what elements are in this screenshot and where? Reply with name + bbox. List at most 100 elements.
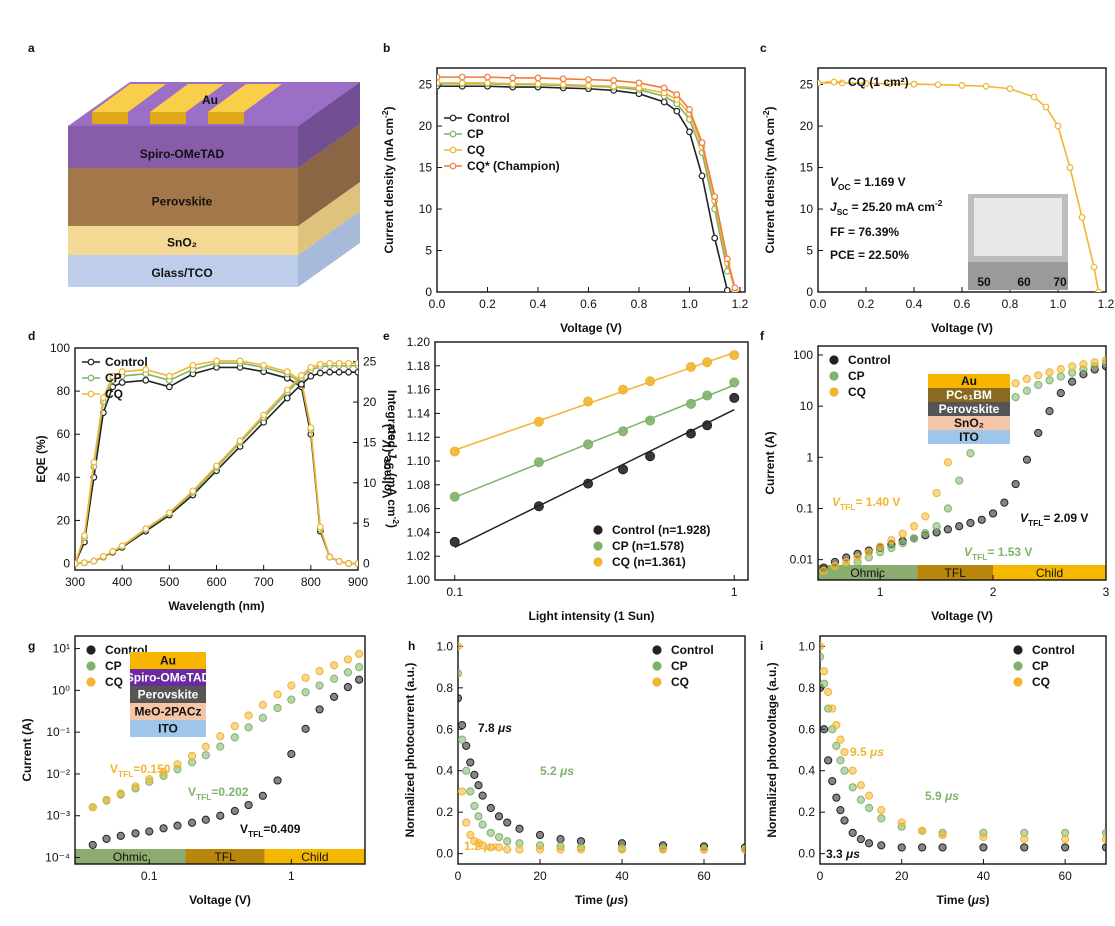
chart: 0.0 0.2 0.4 0.6 0.8 1.0 1.2 0 5 10 15 20 25 Voltage (…: [380, 67, 749, 335]
text-segment: μs: [559, 764, 574, 778]
y-tick-label: 20: [800, 119, 814, 133]
text-segment: OC: [838, 182, 851, 192]
y-tick-label: 100: [50, 341, 70, 355]
x-tick-label: 0.4: [530, 297, 547, 311]
y2-tick-label: 5: [363, 516, 370, 530]
x-tick-label: 900: [348, 575, 368, 589]
data-point: [1011, 479, 1020, 489]
x-tick-label: 500: [159, 575, 179, 589]
data-point: [1045, 407, 1054, 416]
data-point: [1066, 164, 1074, 171]
data-point: [116, 831, 125, 840]
data-point: [355, 675, 364, 684]
text-segment: =0.150: [133, 762, 170, 776]
x-axis-label: Voltage (V): [189, 893, 251, 907]
data-point: [820, 725, 829, 734]
legend-label: Control (n=1.928): [612, 523, 710, 537]
legend-label: CP: [1032, 659, 1049, 673]
legend-label: Control: [671, 643, 714, 657]
data-point: [260, 361, 268, 369]
data-point: [1054, 122, 1062, 130]
data-point: [283, 368, 291, 376]
data-point: [213, 357, 220, 365]
data-point: [943, 504, 952, 513]
data-point: [307, 424, 315, 432]
y-tick-label: 0.1: [796, 501, 813, 515]
data-point: [109, 372, 117, 380]
plot-area: [458, 642, 745, 854]
x-tick-label: 0.1: [141, 869, 158, 883]
data-point: [437, 79, 441, 87]
data-point: [230, 721, 239, 731]
y-tick-label: 0.8: [798, 681, 815, 695]
data-point: [887, 536, 896, 545]
layer-label: Glass/TCO: [151, 266, 212, 280]
data-point: [910, 80, 918, 88]
text-segment: -2: [380, 110, 390, 118]
data-point: [535, 830, 545, 840]
data-point: [145, 775, 154, 784]
data-point: [887, 543, 896, 552]
data-point: [877, 841, 886, 850]
legend-label: CP: [671, 659, 688, 673]
data-point: [326, 359, 334, 367]
legend-label: CP: [105, 659, 122, 673]
x-tick-label: 0.8: [631, 297, 648, 311]
data-point: [711, 193, 719, 200]
plot-frame: [817, 345, 1107, 581]
legend-marker: [1013, 677, 1023, 687]
layer-front: [68, 255, 298, 287]
data-point: [213, 462, 220, 470]
annotation: VTFL=0.150: [110, 762, 171, 779]
data-point: [301, 688, 310, 697]
data-point: [343, 668, 352, 677]
data-point: [354, 560, 358, 567]
data-point: [840, 816, 849, 825]
y2-tick-label: 25: [363, 355, 377, 369]
data-point: [729, 350, 740, 361]
x-tick-label: 0.6: [580, 297, 597, 311]
data-point: [877, 806, 886, 815]
data-point: [335, 368, 343, 376]
regime-label: Ohmic: [850, 566, 885, 580]
data-point: [131, 782, 140, 791]
data-point: [838, 79, 846, 87]
data-point: [486, 803, 495, 813]
text-segment: -2: [935, 198, 943, 208]
text-segment: μs: [483, 839, 498, 853]
data-point: [840, 766, 849, 775]
data-point: [1011, 379, 1020, 388]
data-point: [886, 80, 894, 88]
data-point: [326, 368, 334, 376]
text-segment: Time (: [575, 893, 610, 907]
x-tick-label: 0.2: [479, 297, 496, 311]
legend-marker: [449, 130, 457, 138]
data-point: [1090, 263, 1098, 271]
data-point: [848, 828, 857, 838]
annotation: VTFL=0.409: [240, 822, 301, 839]
data-point: [230, 806, 239, 816]
data-point: [298, 380, 305, 388]
inset-layer-label: Perovskite: [939, 402, 1000, 416]
data-point: [345, 368, 352, 376]
data-point: [466, 830, 475, 840]
data-point: [287, 681, 296, 690]
data-point: [1034, 380, 1043, 390]
data-point: [307, 363, 315, 371]
data-point: [1061, 835, 1070, 844]
y-tick-label: 10⁰: [52, 683, 70, 697]
legend-label: CQ: [671, 675, 689, 689]
data-point: [848, 766, 857, 775]
data-point: [330, 692, 339, 701]
legend-marker: [449, 114, 457, 122]
y-tick-label: 10: [800, 399, 814, 413]
data-point: [462, 766, 471, 775]
data-point: [458, 669, 463, 678]
panel-label: a: [28, 41, 35, 55]
layer-side: [298, 124, 360, 226]
y-tick-label: 100: [793, 348, 813, 362]
data-point: [75, 560, 79, 567]
data-point: [230, 733, 239, 742]
data-point: [494, 843, 504, 852]
chart: Ohmic TFL Child 0.1 1 10⁻⁴ 10⁻³ 10⁻² 10⁻¹ 10⁰ 10¹ V…: [20, 635, 366, 907]
